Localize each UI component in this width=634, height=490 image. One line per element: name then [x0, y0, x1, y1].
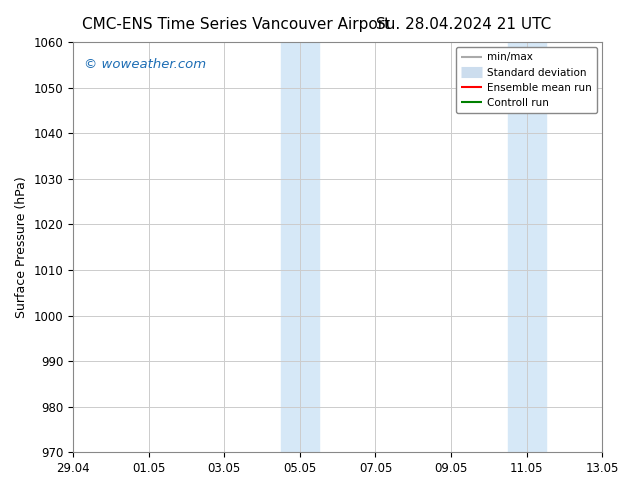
Legend: min/max, Standard deviation, Ensemble mean run, Controll run: min/max, Standard deviation, Ensemble me…	[456, 47, 597, 113]
Text: Su. 28.04.2024 21 UTC: Su. 28.04.2024 21 UTC	[377, 17, 552, 32]
Bar	[508, 42, 546, 452]
Text: © woweather.com: © woweather.com	[84, 58, 206, 72]
Text: CMC-ENS Time Series Vancouver Airport: CMC-ENS Time Series Vancouver Airport	[82, 17, 391, 32]
Y-axis label: Surface Pressure (hPa): Surface Pressure (hPa)	[15, 176, 28, 318]
Bar	[281, 42, 319, 452]
